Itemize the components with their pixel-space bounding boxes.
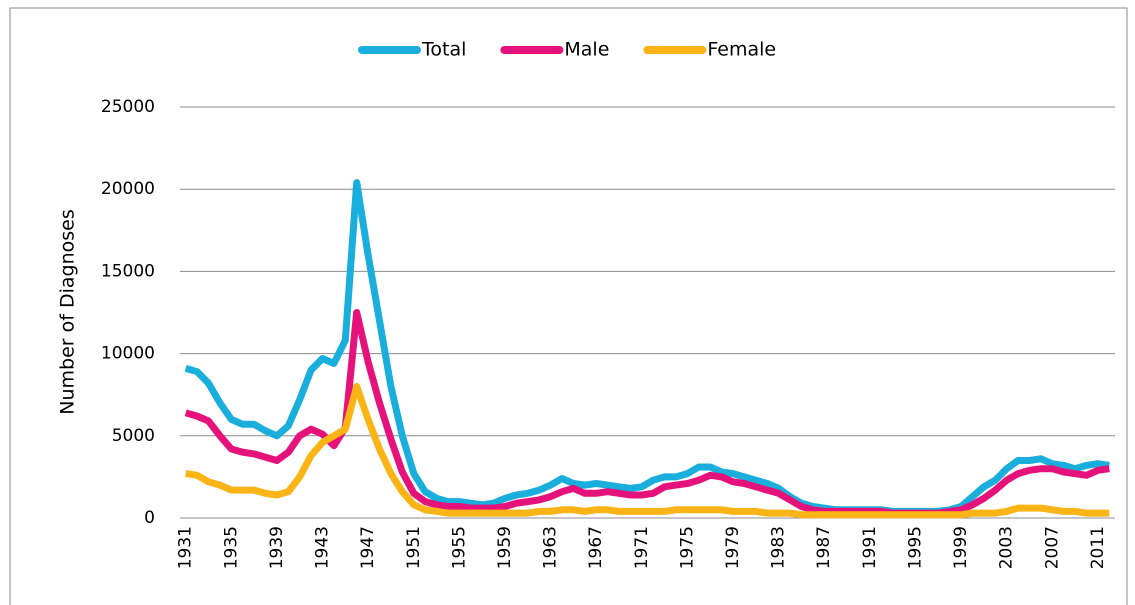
x-tick-label: 1987 [814,526,834,569]
y-tick-label: 5000 [112,426,155,446]
legend-label: Female [707,39,776,61]
y-tick-label: 15000 [101,261,155,281]
x-tick-label: 1955 [449,526,469,569]
x-tick-label: 1951 [404,526,424,569]
y-tick-label: 0 [144,508,155,528]
legend-label: Total [421,39,466,61]
x-tick-label: 1935 [221,526,241,569]
y-tick-label: 10000 [101,344,155,364]
x-tick-label: 2003 [997,526,1017,569]
x-tick-label: 1991 [860,526,880,569]
x-tick-label: 1963 [541,526,561,569]
x-tick-label: 1947 [358,526,378,569]
y-tick-label: 25000 [101,97,155,117]
legend-label: Male [564,39,609,61]
x-tick-label: 1999 [951,526,971,569]
x-tick-label: 1967 [586,526,606,569]
y-axis-title: Number of Diagnoses [57,209,79,414]
x-tick-label: 1979 [723,526,743,569]
x-tick-label: 1971 [632,526,652,569]
x-tick-label: 1995 [905,526,925,569]
x-tick-label: 1959 [495,526,515,569]
y-tick-label: 20000 [101,179,155,199]
x-tick-label: 1983 [769,526,789,569]
series-line [185,383,1110,519]
series-line [184,309,1110,517]
x-tick-label: 1931 [176,526,196,569]
x-tick-label: 2007 [1042,526,1062,569]
x-tick-label: 2011 [1088,526,1108,569]
x-tick-label: 1975 [677,526,697,569]
x-tick-label: 1943 [313,526,333,569]
x-tick-label: 1939 [267,526,287,569]
